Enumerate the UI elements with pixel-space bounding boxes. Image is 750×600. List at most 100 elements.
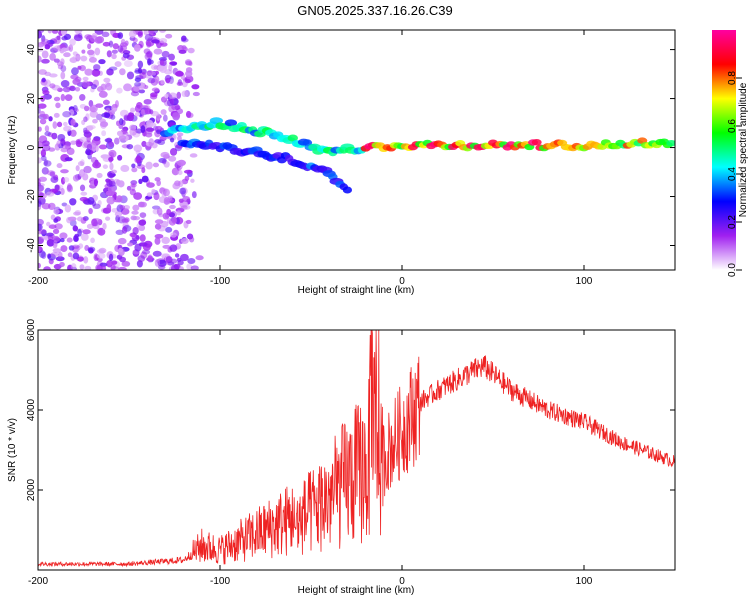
spectrogram-blob (47, 253, 56, 261)
spectrogram-blob (177, 135, 182, 142)
spectrogram-blob (186, 233, 194, 240)
spectrogram-blob (77, 161, 85, 167)
spectrogram-blob (72, 252, 80, 260)
spectrogram-blob (38, 126, 42, 132)
spectrogram-blob (41, 58, 50, 64)
spectrogram-blob (134, 243, 142, 252)
spectrogram-blob (50, 252, 59, 257)
spectrogram-blob (143, 30, 148, 36)
colorbar-tick-label: 0.8 (727, 71, 738, 85)
spectrogram-blob (164, 93, 169, 99)
spectrogram-blob (96, 252, 106, 259)
spectrogram-blob (111, 53, 117, 60)
spectrogram-blob (146, 192, 153, 197)
spectrogram-blob (105, 178, 111, 183)
spectrogram-blob (40, 38, 50, 45)
spectrogram-blob (128, 30, 137, 39)
spectrogram-blob (177, 45, 185, 52)
spectrogram-blob (117, 32, 124, 39)
spectrogram-x-ticks: -200 -100 0 100 (28, 30, 593, 287)
spectrogram-blob (170, 232, 177, 238)
spectrogram-y-tick-label: 20 (26, 93, 37, 105)
spectrogram-blob (82, 76, 89, 82)
spectrogram-blob (78, 169, 86, 178)
spectrogram-blob (154, 233, 164, 239)
spectrogram-blob (169, 137, 175, 143)
spectrogram-blob (108, 66, 118, 71)
snr-x-label: Height of straight line (km) (298, 585, 415, 596)
spectrogram-blob (162, 114, 168, 122)
spectrogram-blob (190, 265, 199, 270)
spectrogram-blob (94, 47, 101, 56)
spectrogram-blob (60, 93, 66, 102)
spectrogram-blob (133, 44, 141, 52)
spectrogram-blob (71, 67, 79, 76)
spectrogram-blob (83, 199, 93, 206)
spectrogram-blob (38, 196, 46, 205)
spectrogram-blob (96, 264, 103, 270)
spectrogram-blob (64, 204, 72, 213)
snr-x-tick-label: -100 (210, 576, 230, 587)
spectrogram-blob (122, 52, 130, 59)
spectrogram-blob (100, 83, 107, 91)
colorbar-tick-label: 0.6 (727, 119, 738, 133)
spectrogram-blob (166, 217, 174, 224)
spectrogram-blob (102, 164, 109, 169)
spectrogram-blob (152, 250, 162, 257)
spectrogram-blob (63, 33, 72, 40)
spectrogram-blob (137, 60, 144, 69)
spectrogram-blob (74, 30, 83, 34)
spectrogram-blob (41, 50, 49, 59)
spectrogram-blob (169, 204, 176, 210)
spectrogram-blob (53, 218, 59, 223)
spectrogram-blob (166, 208, 172, 216)
spectrogram-blob (172, 182, 181, 190)
spectrogram-blob (129, 188, 136, 196)
spectrogram-blob (97, 227, 106, 236)
spectrogram-blob (38, 223, 43, 232)
spectrogram-blob (176, 132, 184, 137)
spectrogram-blob (150, 92, 158, 98)
spectrogram-blob (66, 147, 75, 156)
spectrogram-blob (119, 204, 126, 210)
spectrogram-blob (160, 109, 167, 115)
spectrogram-blob (123, 83, 132, 92)
spectrogram-blob (84, 68, 93, 76)
spectrogram-blob (52, 121, 58, 129)
spectrogram-blob (38, 262, 41, 269)
spectrogram-blob (183, 169, 193, 174)
spectrogram-blob (141, 175, 149, 183)
spectrogram-blob (38, 157, 42, 164)
spectrogram-blob (114, 211, 123, 217)
spectrogram-blob (101, 265, 107, 270)
spectrogram-blob (60, 79, 70, 88)
spectrogram-blob (159, 60, 165, 66)
spectrogram-blob (77, 256, 85, 262)
spectrogram-blob (77, 65, 82, 70)
spectrogram-blob (134, 68, 140, 73)
spectrogram-blob (64, 94, 73, 101)
spectrogram-blob (90, 84, 97, 90)
spectrogram-blob (169, 61, 177, 66)
spectrogram-blob (147, 255, 153, 263)
spectrogram-blob (118, 135, 127, 141)
spectrogram-blob (108, 141, 114, 148)
spectrogram-x-tick-label: -200 (28, 276, 48, 287)
snr-x-tick-label: -200 (28, 576, 48, 587)
spectrogram-blob (38, 69, 47, 75)
spectrogram-blob (102, 41, 111, 47)
spectrogram-y-tick-label: -20 (26, 189, 37, 204)
spectrogram-blob (79, 184, 86, 192)
spectrogram-blob (154, 223, 162, 230)
spectrogram-blob (180, 253, 189, 262)
spectrogram-blob (117, 237, 127, 245)
spectrogram-blob (135, 155, 142, 164)
spectrogram-blob (123, 115, 131, 121)
snr-panel: -200 -100 0 100 2000 4000 6000 Height of stra… (7, 318, 676, 596)
spectrogram-blob (124, 40, 129, 46)
spectrogram-blob (81, 119, 86, 126)
spectrogram-blob (53, 208, 60, 215)
spectrogram-blob (38, 203, 42, 211)
spectrogram-blob (139, 234, 146, 242)
colorbar-ticks: 0.0 0.2 0.4 0.6 0.8 (727, 71, 742, 277)
